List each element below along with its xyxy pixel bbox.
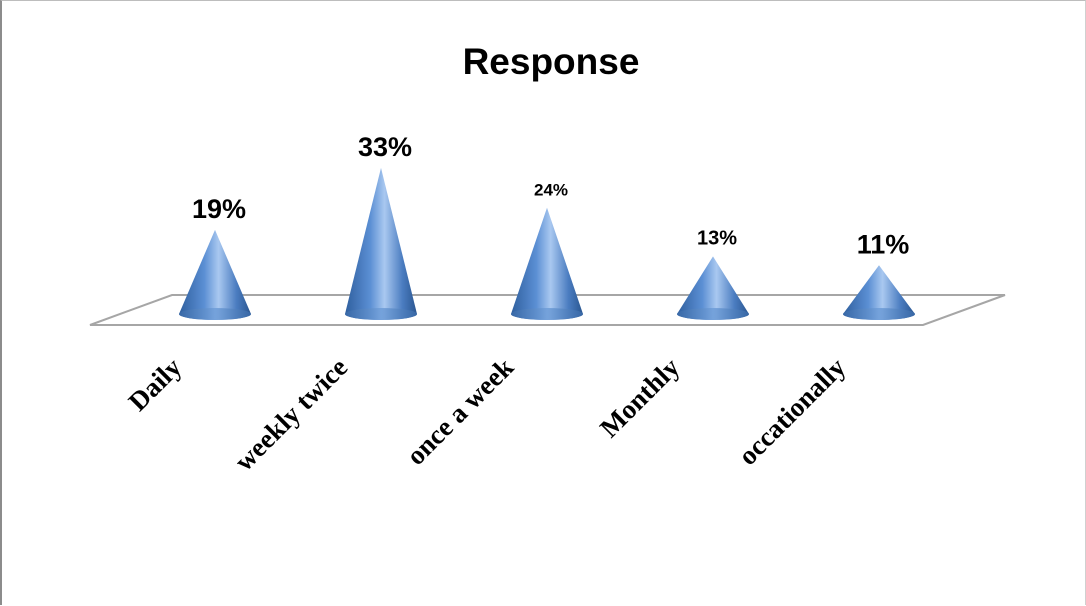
cone-body	[511, 207, 583, 320]
value-label: 24%	[534, 181, 568, 200]
cone-bar	[843, 265, 915, 320]
cone-body	[179, 229, 251, 320]
cone-body	[843, 265, 915, 320]
cone-base	[179, 308, 251, 320]
cone-base	[511, 308, 583, 320]
value-label: 11%	[857, 229, 910, 259]
value-labels: 19% 33% 24% 13% 11%	[192, 132, 909, 259]
chart-title: Response	[463, 41, 640, 82]
cone-base	[677, 308, 749, 320]
cone-body	[345, 167, 417, 320]
cone-bar	[511, 207, 583, 320]
cone-series	[179, 167, 915, 320]
cone-bar	[179, 229, 251, 320]
category-label: once a week	[400, 352, 519, 471]
category-label: Daily	[123, 352, 188, 417]
cone-base	[345, 308, 417, 320]
category-labels: Daily weekly twice once a week Monthly o…	[123, 352, 852, 477]
value-label: 19%	[192, 194, 246, 224]
cone-bar	[677, 256, 749, 320]
category-label: Monthly	[594, 352, 686, 444]
cone-base	[843, 308, 915, 320]
value-label: 13%	[697, 227, 737, 249]
value-label: 33%	[358, 132, 412, 162]
cone-body	[677, 256, 749, 320]
category-label: weekly twice	[229, 352, 354, 477]
category-label: occationally	[732, 352, 851, 471]
cone-bar	[345, 167, 417, 320]
